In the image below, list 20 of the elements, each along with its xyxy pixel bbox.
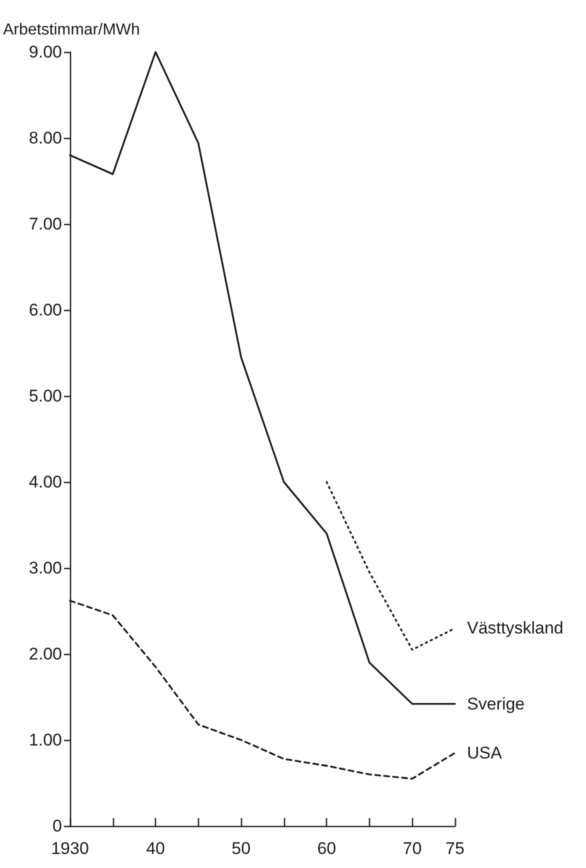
- y-tick-label: 1.00: [28, 730, 62, 750]
- y-tick-label: 6.00: [28, 300, 62, 320]
- x-tick-label: 40: [146, 839, 166, 858]
- y-tick-label: 0: [52, 816, 62, 836]
- y-tick-label: 5.00: [28, 386, 62, 406]
- y-axis-title: Arbetstimmar/MWh: [3, 22, 140, 38]
- y-tick-label: 2.00: [28, 644, 62, 664]
- y-tick-label: 9.00: [28, 42, 62, 62]
- series-label: Västtyskland: [467, 618, 564, 638]
- y-tick-label: 7.00: [28, 214, 62, 234]
- x-tick-label: 50: [232, 839, 251, 858]
- x-tick-label: 75: [446, 839, 464, 858]
- x-tick-label: 70: [402, 839, 422, 858]
- y-tick-label: 3.00: [28, 558, 62, 578]
- series-label: USA: [467, 743, 503, 762]
- x-tick-label: 60: [317, 839, 336, 858]
- series-label: Sverige: [467, 694, 525, 714]
- x-tick-label: 1930: [51, 839, 89, 858]
- y-tick-label: 8.00: [28, 128, 62, 148]
- y-tick-label: 4.00: [28, 472, 62, 492]
